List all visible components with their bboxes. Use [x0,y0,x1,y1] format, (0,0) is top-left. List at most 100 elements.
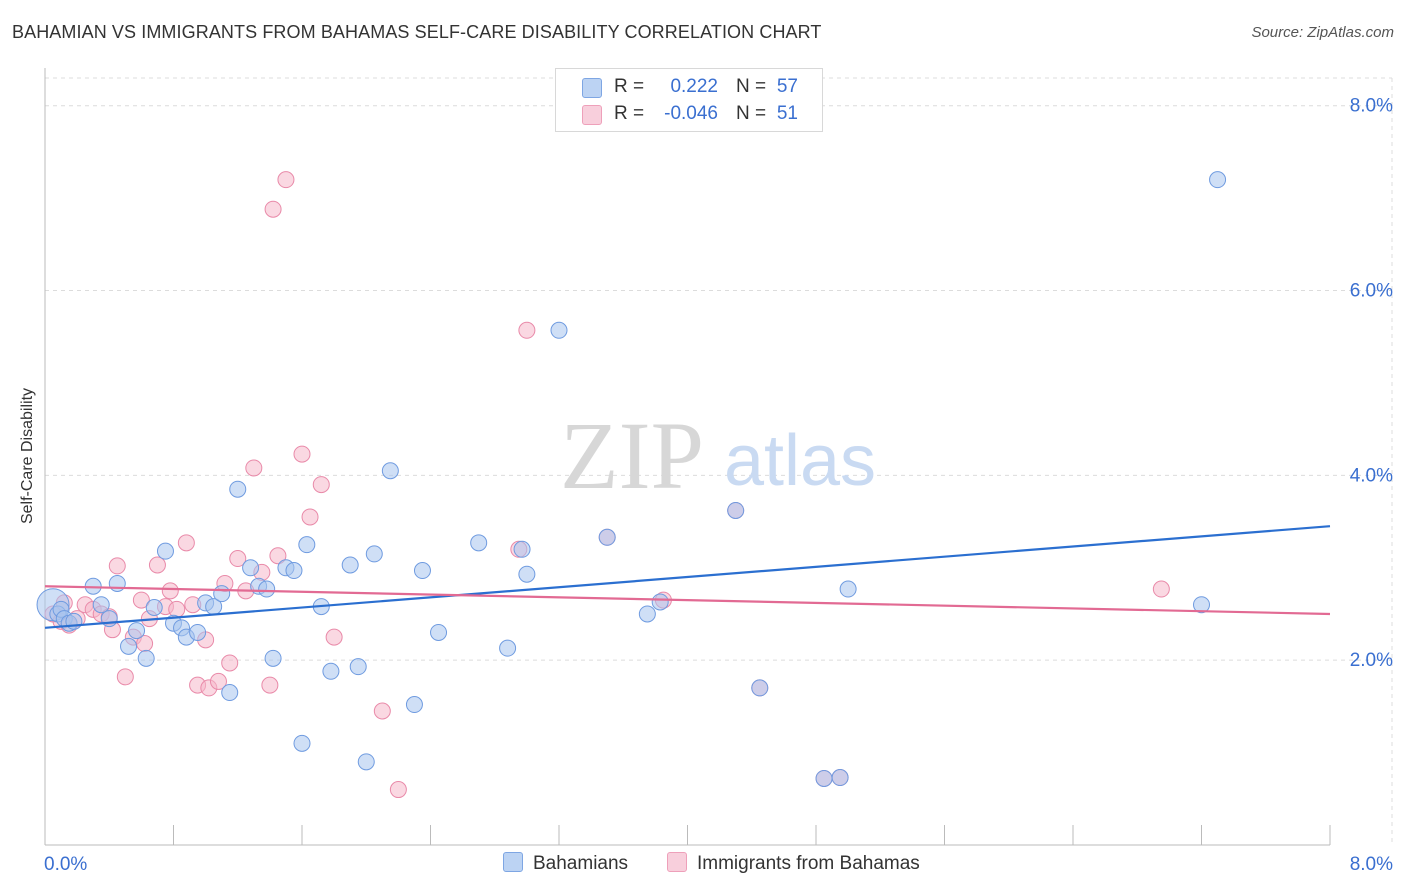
legend-swatch-blue [582,78,602,98]
legend-label-bahamians: Bahamians [533,853,629,874]
bahamians-point-9 [108,574,126,592]
r-value: -0.046 [664,103,718,124]
bahamians-point-39 [405,696,423,714]
bahamians-point-40 [413,562,431,580]
immigrants-point-33 [269,547,287,565]
bahamians-point-55 [1193,596,1210,614]
immigrants-trend-line [44,585,1331,616]
axes [44,68,1331,846]
immigrants-point-38 [325,628,343,646]
immigrants-point-40 [389,781,407,799]
bahamians-point-30 [293,734,311,752]
legend-item-immigrants[interactable]: Immigrants from Bahamas [667,852,920,875]
bahamians-point-33 [322,662,340,680]
grid-lines [45,77,1393,845]
bahamians-point-23 [229,480,247,498]
r-value: 0.222 [670,76,718,97]
y-tick-label-1: 4.0% [1350,465,1393,486]
x-tick-label-1: 8.0% [1350,854,1393,875]
n-label: N = [736,103,767,124]
immigrants-point-37 [312,476,330,494]
chart-title: BAHAMIAN VS IMMIGRANTS FROM BAHAMAS SELF… [12,22,822,42]
bahamians-point-10 [120,637,138,655]
immigrants-point-19 [177,534,195,552]
immigrants-point-42 [518,321,536,339]
r-label: R = [614,76,645,97]
bahamians-point-21 [213,585,231,603]
legend-swatch-pink [667,852,687,872]
immigrants-point-18 [168,600,186,618]
legend-swatch-pink [582,105,602,125]
n-value: 51 [776,103,798,124]
immigrants-point-36 [301,508,319,526]
y-tick-label-2: 6.0% [1350,281,1393,302]
bahamians-point-56 [1209,171,1227,189]
bahamians-point-7 [92,596,110,614]
trend-lines [44,525,1331,629]
y-tick-label-3: 8.0% [1350,96,1393,117]
stats-row-bahamians: R = 0.222 N = 57 [556,74,822,102]
immigrants-point-29 [245,459,263,477]
bahamians-point-50 [727,501,745,519]
n-label: N = [736,76,767,97]
x-tick-label-0: 0.0% [44,854,87,875]
bahamians-point-27 [264,649,282,667]
n-value: 57 [776,76,798,97]
bahamians-point-31 [298,536,316,554]
bahamians-point-13 [145,599,163,617]
bahamians-point-22 [221,684,239,702]
bahamians-point-34 [341,556,359,574]
bahamians-trend-line [44,525,1331,629]
legend-swatch-blue [503,852,523,872]
immigrants-point-32 [264,200,282,218]
bahamians-point-42 [470,534,488,552]
bahamians-point-43 [499,639,517,657]
immigrants-point-12 [132,591,150,609]
immigrants-point-26 [221,654,239,672]
immigrants-point-49 [1152,580,1170,598]
bahamians-point-35 [349,658,367,676]
bahamians-point-44 [513,540,531,558]
tick-labels: 2.0% 4.0% 6.0% 8.0% 0.0% 8.0% [44,96,1393,875]
immigrants-point-27 [229,550,247,568]
bahamians-point-52 [815,769,833,787]
bahamians-point-45 [518,565,536,583]
bahamians-point-38 [381,462,399,480]
bahamians-point-41 [430,623,448,641]
bahamians-point-54 [839,580,857,598]
bahamians-point-12 [137,649,155,667]
watermark: ZIP atlas [560,402,876,509]
bahamians-point-51 [751,679,769,697]
immigrants-point-34 [277,171,295,189]
bahamians-point-49 [651,593,669,611]
immigrants-point-10 [116,668,134,686]
immigrants-point-31 [261,676,279,694]
bahamians-point-29 [285,562,303,580]
immigrants-point-15 [148,556,166,574]
bahamians-point-47 [598,528,616,546]
bahamians-point-14 [156,542,174,560]
series-bahamians-points [36,171,1227,787]
y-tick-label-0: 2.0% [1350,650,1393,671]
source-label: Source: ZipAtlas.com [1251,24,1394,41]
bahamians-point-18 [189,623,207,641]
bahamians-point-48 [638,605,656,623]
immigrants-point-17 [161,582,179,600]
stats-row-immigrants: R = -0.046 N = 51 [556,101,822,129]
bahamians-point-53 [831,769,849,787]
bahamians-point-36 [357,753,375,771]
bahamians-point-46 [550,321,568,339]
legend-item-bahamians[interactable]: Bahamians [503,852,628,875]
r-label: R = [614,103,645,124]
bahamians-point-24 [242,559,260,577]
bahamians-point-11 [128,622,146,640]
immigrants-point-24 [209,672,227,690]
immigrants-point-35 [293,445,311,463]
watermark-zip: ZIP [560,402,704,509]
watermark-atlas: atlas [724,421,876,501]
bahamians-point-26 [258,580,276,598]
bahamians-point-37 [365,545,383,563]
stats-legend: R = 0.222 N = 57 R = -0.046 N = 51 [555,68,823,132]
legend-label-immigrants: Immigrants from Bahamas [697,853,920,874]
